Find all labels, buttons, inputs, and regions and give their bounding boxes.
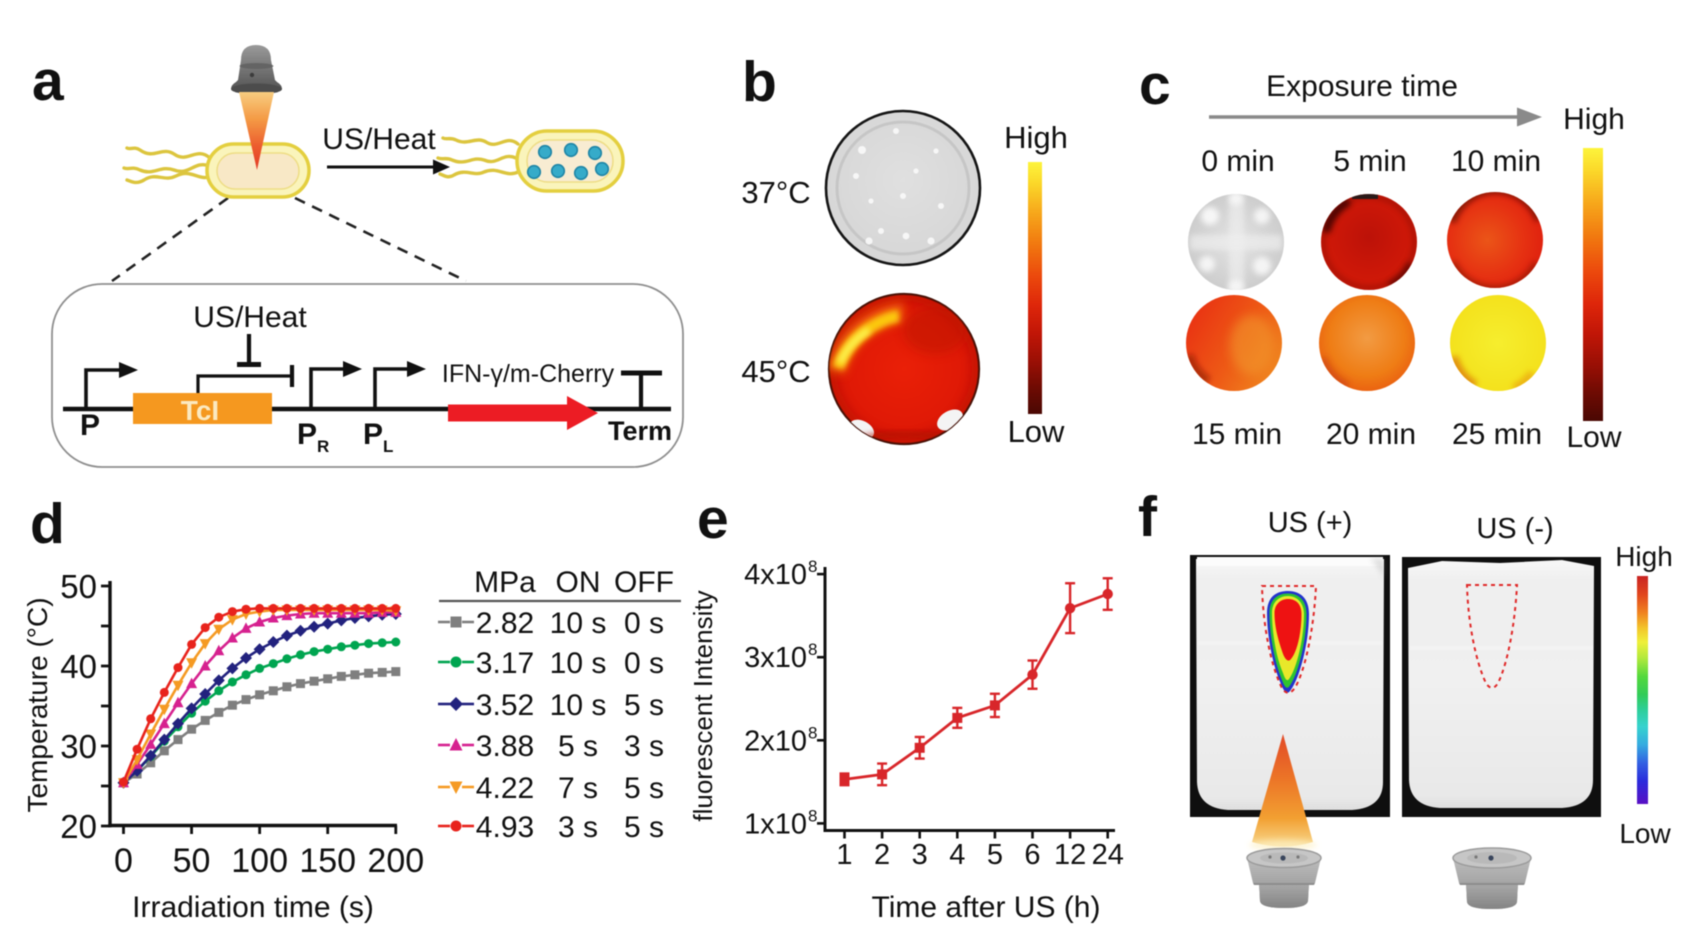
svg-text:MPa: MPa xyxy=(474,566,536,599)
svg-text:25 min: 25 min xyxy=(1452,418,1542,451)
svg-text:L: L xyxy=(383,437,393,456)
svg-text:10 s: 10 s xyxy=(550,607,607,640)
svg-text:7 s: 7 s xyxy=(558,772,598,805)
svg-text:1: 1 xyxy=(836,839,852,871)
svg-text:6: 6 xyxy=(1024,839,1040,871)
svg-text:200: 200 xyxy=(367,842,424,880)
svg-text:5: 5 xyxy=(987,839,1003,871)
svg-text:ON: ON xyxy=(556,566,601,599)
svg-text:IFN-γ/m-Cherry: IFN-γ/m-Cherry xyxy=(442,360,615,388)
svg-text:High: High xyxy=(1563,103,1625,136)
svg-text:US/Heat: US/Heat xyxy=(193,301,307,334)
svg-text:Irradiation time (s): Irradiation time (s) xyxy=(132,891,374,924)
svg-text:50: 50 xyxy=(60,568,97,605)
svg-text:10 s: 10 s xyxy=(550,689,607,722)
svg-text:5 s: 5 s xyxy=(624,689,664,722)
svg-text:High: High xyxy=(1615,541,1673,572)
svg-text:R: R xyxy=(317,437,329,456)
svg-text:TcI: TcI xyxy=(181,395,219,426)
svg-text:b: b xyxy=(742,50,777,114)
svg-text:10 s: 10 s xyxy=(550,647,607,680)
svg-text:5 min: 5 min xyxy=(1333,145,1406,178)
svg-text:0 s: 0 s xyxy=(624,647,664,680)
svg-text:8: 8 xyxy=(808,557,817,576)
svg-text:5 s: 5 s xyxy=(558,730,598,763)
svg-text:24: 24 xyxy=(1092,839,1124,871)
svg-text:Exposure time: Exposure time xyxy=(1266,70,1458,103)
svg-text:10 min: 10 min xyxy=(1451,145,1541,178)
svg-text:P: P xyxy=(297,418,317,451)
svg-text:3 s: 3 s xyxy=(624,730,664,763)
svg-text:3 s: 3 s xyxy=(558,811,598,844)
svg-text:P: P xyxy=(363,418,383,451)
svg-text:a: a xyxy=(32,49,65,113)
svg-text:4: 4 xyxy=(949,839,965,871)
svg-text:2x10: 2x10 xyxy=(744,725,807,757)
svg-text:30: 30 xyxy=(60,728,97,765)
svg-text:5 s: 5 s xyxy=(624,811,664,844)
svg-text:High: High xyxy=(1004,120,1068,155)
svg-text:OFF: OFF xyxy=(614,566,674,599)
svg-text:8: 8 xyxy=(808,640,817,659)
svg-text:3x10: 3x10 xyxy=(744,642,807,674)
svg-text:1x10: 1x10 xyxy=(744,808,807,840)
svg-text:3.88: 3.88 xyxy=(476,730,534,763)
svg-text:Low: Low xyxy=(1619,818,1671,849)
svg-text:0 min: 0 min xyxy=(1201,145,1274,178)
svg-text:fluorescent Intensity: fluorescent Intensity xyxy=(688,590,718,821)
svg-text:4.93: 4.93 xyxy=(476,811,534,844)
svg-text:50: 50 xyxy=(173,842,211,880)
svg-text:4.22: 4.22 xyxy=(476,772,534,805)
svg-text:US (+): US (+) xyxy=(1268,507,1353,539)
svg-text:Low: Low xyxy=(1008,414,1065,449)
svg-text:5 s: 5 s xyxy=(624,772,664,805)
svg-text:150: 150 xyxy=(299,842,356,880)
svg-text:Temperature (°C): Temperature (°C) xyxy=(22,597,53,812)
svg-text:Time after US (h): Time after US (h) xyxy=(872,891,1101,924)
svg-text:8: 8 xyxy=(808,723,817,742)
svg-text:8: 8 xyxy=(808,806,817,825)
svg-text:3.17: 3.17 xyxy=(476,647,534,680)
svg-text:40: 40 xyxy=(60,648,97,685)
svg-text:20: 20 xyxy=(60,808,97,845)
svg-text:2.82: 2.82 xyxy=(476,607,534,640)
svg-text:3: 3 xyxy=(912,839,928,871)
svg-text:45°C: 45°C xyxy=(741,354,810,389)
svg-text:0 s: 0 s xyxy=(624,607,664,640)
svg-text:Term: Term xyxy=(608,416,672,446)
svg-text:2: 2 xyxy=(874,839,890,871)
svg-text:c: c xyxy=(1139,53,1171,117)
svg-text:4x10: 4x10 xyxy=(744,559,807,591)
svg-text:US/Heat: US/Heat xyxy=(322,123,436,156)
svg-text:US (-): US (-) xyxy=(1476,513,1553,545)
svg-text:15 min: 15 min xyxy=(1192,418,1282,451)
svg-text:f: f xyxy=(1138,485,1158,549)
svg-text:d: d xyxy=(30,492,65,556)
svg-text:100: 100 xyxy=(231,842,288,880)
svg-text:P: P xyxy=(80,409,100,442)
svg-text:e: e xyxy=(697,487,729,551)
svg-text:12: 12 xyxy=(1054,839,1086,871)
svg-text:37°C: 37°C xyxy=(741,175,810,210)
svg-text:20 min: 20 min xyxy=(1326,418,1416,451)
svg-text:Low: Low xyxy=(1566,421,1621,454)
svg-text:3.52: 3.52 xyxy=(476,689,534,722)
svg-text:0: 0 xyxy=(114,842,133,880)
